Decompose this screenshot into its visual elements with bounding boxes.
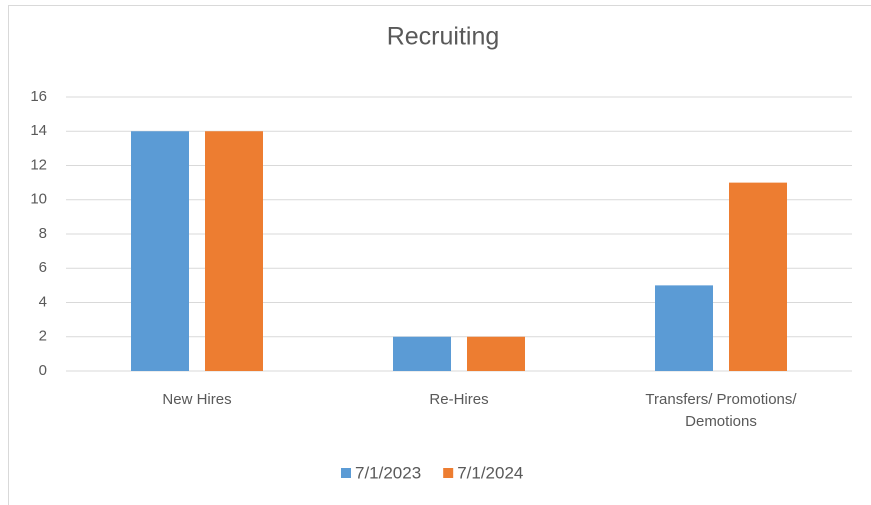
chart-title: Recruiting [387, 23, 500, 51]
y-tick-label: 0 [39, 362, 47, 379]
bar [467, 336, 525, 371]
y-tick-label: 6 [39, 259, 47, 276]
y-tick-label: 10 [30, 191, 47, 208]
bar [131, 131, 189, 371]
y-tick-label: 2 [39, 328, 47, 345]
bar [729, 182, 787, 371]
bar [205, 131, 263, 371]
bar [393, 336, 451, 371]
bar [655, 285, 713, 371]
y-tick-label: 4 [39, 293, 47, 310]
x-tick-label: Re-Hires [429, 391, 489, 408]
legend-swatch [341, 468, 351, 478]
y-tick-label: 8 [39, 225, 47, 242]
x-tick-label: New Hires [162, 391, 232, 408]
y-tick-label: 16 [30, 88, 47, 105]
x-tick-label: Transfers/ Promotions/ Demotions [645, 391, 797, 430]
y-tick-label: 12 [30, 156, 47, 173]
legend-label: 7/1/2024 [457, 463, 523, 482]
legend-label: 7/1/2023 [355, 463, 421, 482]
y-tick-label: 14 [30, 122, 47, 139]
legend-swatch [443, 468, 454, 478]
